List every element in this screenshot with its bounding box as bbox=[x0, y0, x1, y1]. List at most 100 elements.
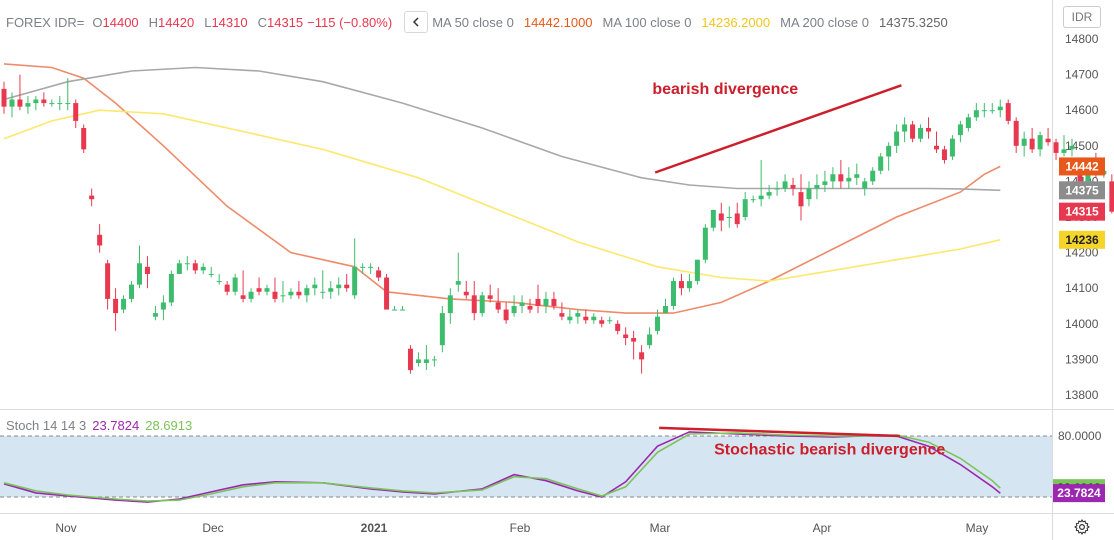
candle-body bbox=[782, 181, 788, 189]
price-tick-label: 14600 bbox=[1065, 103, 1099, 117]
candle bbox=[870, 167, 876, 185]
candle bbox=[854, 163, 860, 185]
candle bbox=[471, 281, 477, 321]
candle-body bbox=[9, 99, 15, 107]
candle bbox=[997, 99, 1003, 118]
candle bbox=[328, 281, 334, 299]
time-axis-label: 2021 bbox=[361, 521, 388, 535]
candle-body bbox=[57, 103, 63, 105]
candle bbox=[41, 92, 47, 107]
candle-body bbox=[878, 156, 884, 171]
candle-body bbox=[1061, 149, 1067, 153]
candle-body bbox=[1053, 142, 1059, 153]
candle-body bbox=[439, 313, 445, 346]
candle bbox=[495, 288, 501, 314]
candle bbox=[256, 277, 262, 296]
candle bbox=[710, 209, 716, 232]
candle-body bbox=[455, 281, 461, 285]
price-tick-label: 14100 bbox=[1065, 281, 1099, 295]
candle bbox=[806, 181, 812, 207]
candle-body bbox=[535, 298, 541, 306]
candle-body bbox=[686, 281, 692, 289]
collapse-legend-button[interactable] bbox=[404, 11, 429, 33]
candle bbox=[830, 167, 836, 189]
low-value: 14310 bbox=[211, 14, 248, 30]
candle-body bbox=[758, 195, 764, 200]
candle-body bbox=[957, 124, 963, 136]
candle-body bbox=[894, 131, 900, 146]
candle bbox=[168, 270, 174, 306]
candle-body bbox=[200, 266, 206, 271]
candle-body bbox=[910, 124, 916, 139]
candle-body bbox=[471, 295, 477, 314]
high-label: H bbox=[148, 14, 159, 30]
candle bbox=[543, 291, 549, 314]
candle bbox=[750, 195, 756, 203]
candle-body bbox=[933, 145, 939, 150]
candle-body bbox=[734, 213, 740, 225]
candle bbox=[926, 117, 932, 139]
stoch-d-value: 28.6913 bbox=[145, 418, 193, 433]
currency-button[interactable]: IDR bbox=[1063, 6, 1101, 28]
candle-body bbox=[543, 298, 549, 306]
candle bbox=[655, 309, 661, 335]
candle-body bbox=[511, 306, 517, 314]
candle-body bbox=[256, 288, 262, 292]
candle-body bbox=[344, 284, 350, 289]
candle bbox=[447, 288, 453, 324]
price-tick-label: 14000 bbox=[1065, 317, 1099, 331]
candle bbox=[184, 256, 190, 271]
candle-body bbox=[33, 99, 39, 104]
price-tick-label: 14800 bbox=[1065, 32, 1099, 46]
candle bbox=[798, 174, 804, 221]
candle bbox=[766, 184, 772, 200]
candle bbox=[846, 167, 852, 189]
candle-body bbox=[1013, 120, 1019, 146]
candle-body bbox=[160, 302, 166, 310]
candle-body bbox=[607, 320, 613, 322]
candle bbox=[280, 281, 286, 303]
candle bbox=[176, 259, 182, 274]
candle-body bbox=[296, 291, 302, 296]
candle bbox=[503, 302, 509, 324]
candle bbox=[89, 188, 95, 207]
candle-body bbox=[814, 184, 820, 189]
time-axis-label: Feb bbox=[510, 521, 531, 535]
candle bbox=[487, 284, 493, 303]
candle-body bbox=[184, 263, 190, 265]
candle-body bbox=[591, 316, 597, 321]
candle-body bbox=[423, 359, 429, 363]
ma-line bbox=[3, 109, 1001, 282]
candle-body bbox=[1085, 170, 1091, 182]
price-tag bbox=[1059, 157, 1105, 176]
candle-body bbox=[336, 284, 342, 289]
ma-line bbox=[3, 66, 1001, 192]
candle-body bbox=[639, 352, 645, 360]
candle bbox=[647, 327, 653, 349]
candle bbox=[136, 245, 142, 289]
candle-body bbox=[352, 266, 358, 296]
candle-body bbox=[1021, 138, 1027, 146]
candle-body bbox=[742, 199, 748, 217]
candle bbox=[559, 302, 565, 321]
candle-body bbox=[136, 263, 142, 285]
candle bbox=[535, 284, 541, 314]
ma50-label: MA 50 close 0 bbox=[432, 14, 514, 30]
candle bbox=[33, 95, 39, 111]
ma50-value: 14442.1000 bbox=[523, 14, 593, 30]
candle-body bbox=[973, 110, 979, 118]
stoch-tag bbox=[1053, 484, 1105, 503]
candle bbox=[742, 192, 748, 221]
candle-body bbox=[989, 110, 995, 112]
candle-body bbox=[822, 181, 828, 185]
candle-body bbox=[694, 259, 700, 282]
candle bbox=[575, 309, 581, 324]
gear-icon[interactable] bbox=[1073, 518, 1091, 536]
candle-body bbox=[41, 99, 47, 104]
candle bbox=[336, 277, 342, 296]
stoch-band bbox=[0, 436, 1052, 497]
candle bbox=[384, 273, 390, 310]
candle bbox=[431, 355, 437, 367]
